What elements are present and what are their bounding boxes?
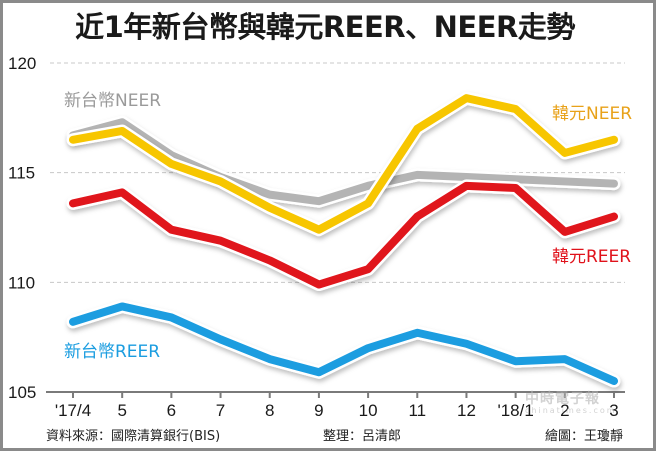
watermark: 中時電子報 chinatimes.com xyxy=(525,388,617,415)
series-label: 新台幣REER xyxy=(64,342,160,362)
x-tick-label: 9 xyxy=(314,401,323,420)
x-tick-label: 7 xyxy=(216,401,225,420)
series-line xyxy=(69,302,618,386)
chart-title: 近1年新台幣與韓元REER、NEER走勢 xyxy=(75,10,575,44)
series-line-group xyxy=(66,179,621,292)
x-tick-label: '18/1 xyxy=(497,401,533,420)
x-tick-label: 10 xyxy=(359,401,378,420)
series-label: 新台幣NEER xyxy=(64,91,161,111)
y-tick-label: 105 xyxy=(8,383,36,402)
x-tick-label: 8 xyxy=(265,401,274,420)
footer-compiled-by: 整理：呂清郎 xyxy=(323,429,402,444)
watermark-url: chinatimes.com xyxy=(525,406,617,415)
series-line xyxy=(69,118,618,206)
series-line xyxy=(69,94,618,234)
watermark-text: 中時電子報 xyxy=(525,391,600,407)
y-tick-label: 110 xyxy=(8,273,35,292)
y-axis: 105 110 115 120 xyxy=(8,54,36,402)
series-line-group xyxy=(66,299,621,388)
series-line-group xyxy=(66,91,621,237)
series-label: 韓元NEER xyxy=(552,104,632,124)
footer-drawn-by: 繪圖：王瓊靜 xyxy=(545,429,624,444)
x-tick-label: 2 xyxy=(560,401,569,420)
series-line-group xyxy=(66,115,621,208)
series-lines xyxy=(66,91,621,388)
x-tick-label: 5 xyxy=(117,401,126,420)
y-tick-label: 120 xyxy=(8,54,36,73)
x-tick-label: 6 xyxy=(167,401,176,420)
x-tick-label: '17/4 xyxy=(55,401,91,420)
x-tick-label: 3 xyxy=(609,401,618,420)
x-tick-label: 11 xyxy=(408,401,426,420)
x-axis: '17/4 5 6 7 8 9 10 11 12 '18/1 2 3 xyxy=(46,391,625,420)
series-line xyxy=(69,181,618,289)
series-labels: 新台幣NEER 韓元NEER 韓元REER 新台幣REER xyxy=(64,91,632,362)
footer-source: 資料來源：國際清算銀行(BIS) xyxy=(46,429,221,444)
x-tick-label: 12 xyxy=(457,401,476,420)
y-tick-label: 115 xyxy=(8,164,35,183)
series-label: 韓元REER xyxy=(552,247,631,267)
